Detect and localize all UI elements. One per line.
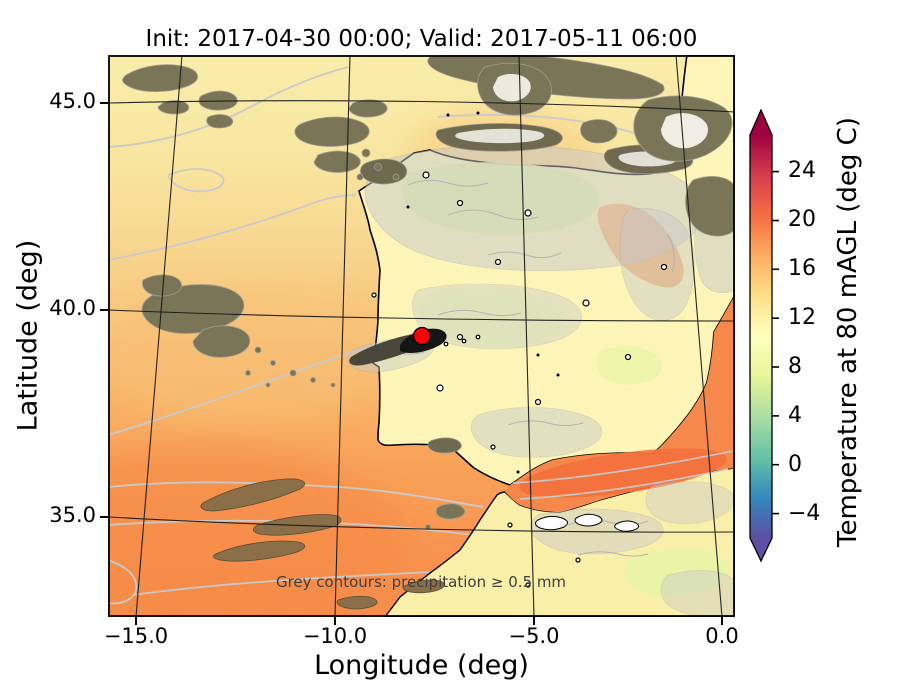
y-tick-mark <box>100 309 108 311</box>
colorbar-extend-min <box>750 538 772 561</box>
meridian-5w <box>518 55 535 617</box>
meridian-0 <box>675 55 723 617</box>
closed-contour-rings <box>371 171 668 588</box>
colorbar-tick-marks <box>772 170 779 515</box>
contour-dots <box>406 111 560 474</box>
colorbar-tick-label: 0 <box>788 452 802 477</box>
colorbar-extend-max <box>750 110 772 135</box>
y-tick-mark <box>100 102 108 104</box>
colorbar-tick-label: 8 <box>788 354 802 379</box>
y-tick-mark <box>100 516 108 518</box>
colorbar-tick-label: 16 <box>788 256 816 281</box>
colorbar-tick-label: 4 <box>788 403 802 428</box>
parallel-40n <box>108 309 735 322</box>
station-marker-dot <box>412 326 432 346</box>
x-tick-mark <box>721 617 723 625</box>
y-tick-label: 45.0 <box>49 89 96 113</box>
colorbar-tick-label: 20 <box>788 207 816 232</box>
y-axis-label: Latitude (deg) <box>12 239 44 432</box>
meridian-15w <box>135 55 183 617</box>
x-tick-mark <box>135 617 137 625</box>
parallel-45n <box>108 100 735 113</box>
colorbar-axis-label: Temperature at 80 mAGL (deg C) <box>833 117 863 547</box>
map-canvas: Grey contours: precipitation ≥ 0.5 mm <box>108 55 735 617</box>
x-axis-label: Longitude (deg) <box>314 650 529 681</box>
mediterranean-contours <box>512 450 735 500</box>
precip-streaks-sw <box>200 478 445 610</box>
map-frame <box>108 55 735 617</box>
colorbar-tick-label: 12 <box>788 305 816 330</box>
figure-title: Init: 2017-04-30 00:00; Valid: 2017-05-1… <box>145 26 698 52</box>
colorbar-tick-label: 24 <box>788 158 816 183</box>
colorbar <box>748 109 782 565</box>
x-tick-label: 0.0 <box>705 624 739 648</box>
y-tick-label: 35.0 <box>49 503 96 527</box>
y-tick-label: 40.0 <box>49 296 96 320</box>
x-tick-label: −15.0 <box>103 624 169 648</box>
annotation-precip: Grey contours: precipitation ≥ 0.5 mm <box>276 573 566 591</box>
storm-white-cores <box>493 73 708 149</box>
colorbar-tick-label: −4 <box>788 501 821 526</box>
meridian-10w <box>334 55 351 617</box>
x-tick-label: −10.0 <box>302 624 368 648</box>
colorbar-outline <box>749 109 773 563</box>
graticule <box>108 55 735 617</box>
weather-map: Grey contours: precipitation ≥ 0.5 mm <box>108 55 735 617</box>
colorbar-svg <box>749 109 779 563</box>
x-tick-mark <box>533 617 535 625</box>
colorbar-gradient <box>750 135 772 538</box>
mediterranean-warm-streak <box>518 448 728 498</box>
x-tick-mark <box>334 617 336 625</box>
station-marker <box>400 326 447 353</box>
parallel-35n <box>108 516 735 533</box>
x-tick-label: −5.0 <box>508 624 560 648</box>
